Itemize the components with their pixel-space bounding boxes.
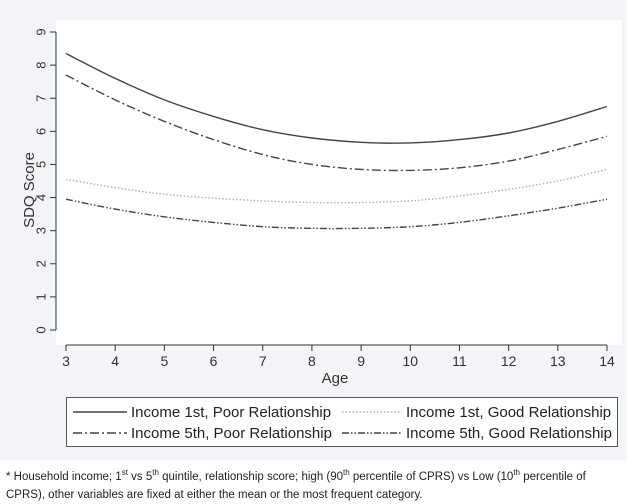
y-tick-label: 2 [34, 260, 49, 267]
x-tick-label: 6 [210, 353, 218, 369]
y-tick-label: 0 [34, 326, 49, 333]
x-tick-label: 4 [111, 353, 119, 369]
x-tick-label: 3 [62, 353, 70, 369]
x-axis-label: Age [322, 370, 349, 387]
plot-area [56, 20, 622, 345]
y-tick-label: 9 [34, 28, 49, 35]
legend-label: Income 5th, Good Relationship [406, 424, 612, 442]
x-tick-label: 5 [160, 353, 168, 369]
legend-label: Income 5th, Poor Relationship [131, 424, 332, 442]
x-tick-label: 9 [357, 353, 365, 369]
series-lines [65, 52, 608, 230]
legend-swatch-dotted [342, 411, 402, 413]
x-tick-label: 14 [599, 353, 615, 369]
y-tick-label: 6 [34, 128, 49, 135]
legend-swatch-dashdotdot [342, 432, 402, 434]
x-tick-label: 11 [452, 353, 467, 369]
x-tick-label: 7 [259, 353, 267, 369]
y-tick-label: 5 [34, 161, 49, 168]
x-tick-label: 8 [308, 353, 316, 369]
legend-label: Income 1st, Poor Relationship [131, 403, 332, 421]
series-line-4 [65, 198, 608, 230]
y-tick-label: 3 [34, 227, 49, 234]
legend-item-income5-good: Income 5th, Good Relationship [342, 423, 612, 443]
series-line-1 [65, 52, 608, 144]
series-line-3 [65, 74, 608, 172]
chart-figure: 0 1 2 3 4 5 6 7 8 9 3 4 5 6 7 8 9 10 11 12 13 14 SDQ Score Ag… [0, 0, 627, 460]
series-line-2 [65, 168, 608, 204]
legend-item-income5-poor: Income 5th, Poor Relationship [73, 423, 332, 443]
legend-label: Income 1st, Good Relationship [406, 403, 612, 421]
x-tick-label: 13 [550, 353, 566, 369]
legend-item-income1-good: Income 1st, Good Relationship [342, 402, 611, 422]
x-tick-label: 12 [501, 353, 517, 369]
legend-swatch-dashdot [73, 432, 127, 434]
y-axis-label: SDQ Score [21, 152, 38, 228]
y-tick-label: 8 [34, 61, 49, 68]
y-tick-label: 7 [34, 95, 49, 102]
legend-swatch-solid [73, 411, 127, 413]
x-tick-label: 10 [402, 353, 418, 369]
legend-item-income1-poor: Income 1st, Poor Relationship [73, 402, 331, 422]
legend: Income 1st, Poor Relationship Income 1st… [66, 397, 618, 447]
y-tick-label: 1 [34, 293, 49, 300]
footnote: * Household income; 1st vs 5th quintile,… [6, 468, 586, 501]
y-tick-label: 4 [34, 194, 49, 201]
